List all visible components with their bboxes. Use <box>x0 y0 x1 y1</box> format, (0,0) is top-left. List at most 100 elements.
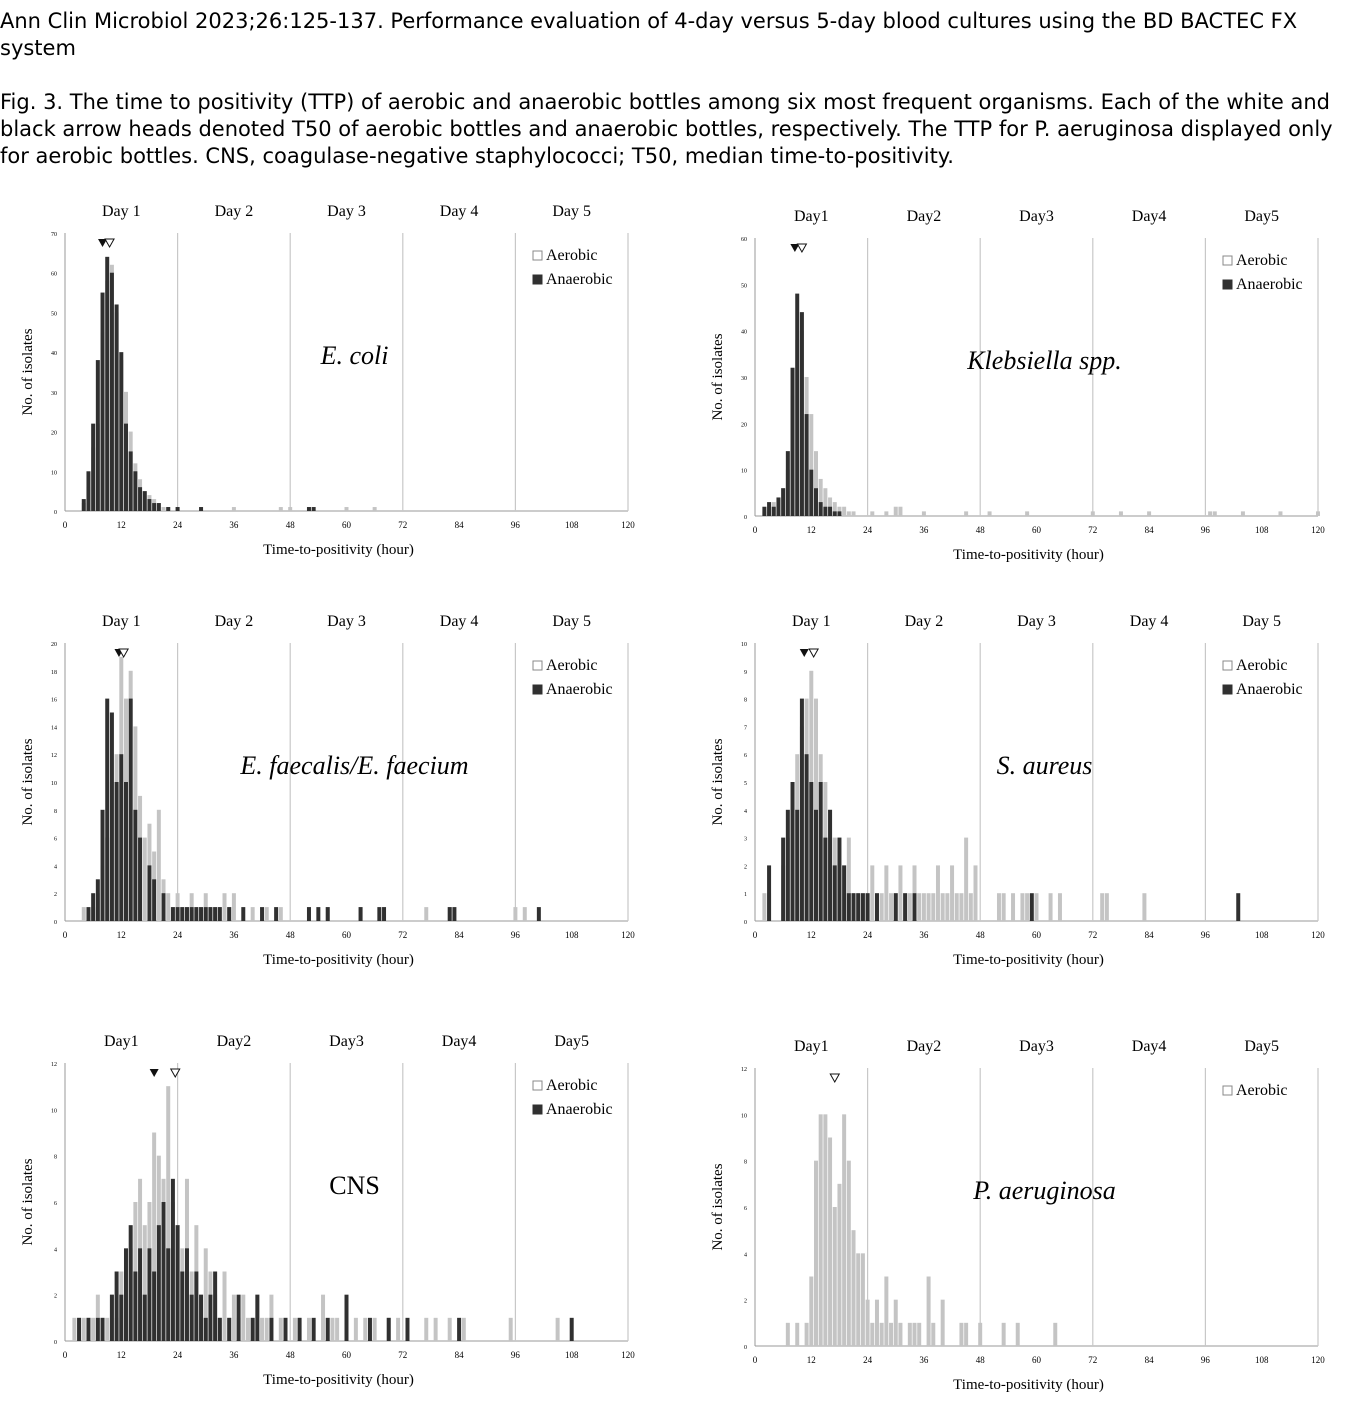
y-tick-label: 30 <box>741 376 747 382</box>
bar-anaerobic <box>316 907 321 921</box>
chart-panel-enterococcus: Day 1 Day 2 Day 3 Day 4 Day 5 0 12 24 36 48 60 72 84… <box>10 605 640 985</box>
bar-aerobic <box>203 1248 208 1341</box>
bar-aerobic <box>898 1322 903 1346</box>
bar-aerobic <box>935 865 940 921</box>
y-tick-label: 50 <box>51 311 57 317</box>
bar-aerobic <box>1118 511 1123 516</box>
day-label: Day 1 <box>102 613 141 630</box>
t50-aerobic-marker <box>829 1073 841 1084</box>
bar-anaerobic <box>152 503 157 511</box>
bar-aerobic <box>832 502 837 516</box>
bar-aerobic <box>222 1271 227 1341</box>
bar-anaerobic <box>325 1317 330 1341</box>
bar-aerobic <box>828 1137 833 1346</box>
bar-aerobic <box>72 1317 77 1341</box>
bar-anaerobic <box>213 1271 218 1341</box>
bar-aerobic <box>954 893 959 921</box>
bar-aerobic <box>818 478 823 516</box>
y-tick-label: 12 <box>51 753 57 759</box>
bar-aerobic <box>978 1322 983 1346</box>
bar-aerobic <box>321 1294 326 1341</box>
x-tick-label: 120 <box>1311 930 1325 940</box>
chart-panel-e-coli: Day 1 Day 2 Day 3 Day 4 Day 5 0 12 24 36 48 60 72 84… <box>10 195 640 575</box>
bar-anaerobic <box>114 782 119 921</box>
bar-aerobic <box>1100 893 1105 921</box>
y-axis-title: No. of isolates <box>710 333 726 420</box>
x-tick-label: 60 <box>1032 1355 1042 1365</box>
y-tick-label: 60 <box>741 237 747 243</box>
chart-panel-p-aeruginosa: Day1 Day2 Day3 Day4 Day5 0 12 24 36 48 60 72 84 96 108… <box>700 1030 1330 1410</box>
bar-anaerobic <box>842 865 847 921</box>
x-tick-label: 60 <box>342 930 352 940</box>
bar-aerobic <box>889 1322 894 1346</box>
x-tick-label: 48 <box>286 1350 296 1360</box>
x-tick-label: 36 <box>229 1350 239 1360</box>
bar-anaerobic <box>799 312 804 516</box>
bar-aerobic <box>1034 893 1039 921</box>
x-tick-label: 96 <box>1201 930 1211 940</box>
bar-anaerobic <box>119 352 124 511</box>
bar-anaerobic <box>81 499 86 511</box>
bar-anaerobic <box>203 1317 208 1341</box>
bar-aerobic <box>996 893 1001 921</box>
bar-anaerobic <box>114 304 119 511</box>
x-tick-label: 48 <box>976 1355 986 1365</box>
bar-aerobic <box>1001 893 1006 921</box>
bar-aerobic <box>865 1299 870 1346</box>
bar-anaerobic <box>133 471 138 511</box>
x-tick-label: 0 <box>753 1355 758 1365</box>
y-tick-label: 7 <box>744 725 747 731</box>
bar-anaerobic <box>767 502 772 516</box>
bar-aerobic <box>344 507 349 511</box>
bar-aerobic <box>363 1317 368 1341</box>
bar-aerobic <box>292 1317 297 1341</box>
y-tick-label: 6 <box>54 1201 57 1207</box>
bar-anaerobic <box>762 506 767 516</box>
x-tick-label: 84 <box>1145 525 1155 535</box>
x-tick-label: 12 <box>807 525 816 535</box>
y-tick-label: 5 <box>744 781 747 787</box>
x-tick-label: 72 <box>1088 1355 1097 1365</box>
bar-anaerobic <box>138 487 143 511</box>
bar-anaerobic <box>306 907 311 921</box>
bar-anaerobic <box>100 292 105 511</box>
bar-aerobic <box>893 506 898 516</box>
bar-anaerobic <box>1236 893 1241 921</box>
x-tick-label: 24 <box>863 1355 873 1365</box>
bar-aerobic <box>813 698 818 921</box>
x-tick-label: 84 <box>455 1350 465 1360</box>
bar-anaerobic <box>166 1248 171 1341</box>
y-tick-label: 0 <box>54 920 57 926</box>
x-tick-label: 96 <box>1201 525 1211 535</box>
chart-panel-cns: Day1 Day2 Day3 Day4 Day5 0 12 24 36 48 60 72 84 96 108… <box>10 1025 640 1405</box>
bar-anaerobic <box>832 511 837 516</box>
organism-label: Klebsiella spp. <box>966 346 1122 375</box>
bar-aerobic <box>269 1294 274 1341</box>
bar-aerobic <box>884 1276 889 1346</box>
y-tick-label: 4 <box>744 809 747 815</box>
y-tick-label: 2 <box>744 864 747 870</box>
day-label: Day 2 <box>215 203 254 220</box>
organism-label: S. aureus <box>997 751 1093 780</box>
y-tick-label: 10 <box>51 781 57 787</box>
t50-aerobic-marker <box>118 648 130 659</box>
bar-anaerobic <box>236 1294 241 1341</box>
legend-swatch-aerobic <box>532 660 543 671</box>
day-label: Day 1 <box>792 613 831 630</box>
bar-anaerobic <box>447 907 452 921</box>
day-label: Day 3 <box>327 613 366 630</box>
bar-aerobic <box>832 1207 837 1346</box>
x-tick-label: 108 <box>565 520 579 530</box>
bar-anaerobic <box>260 907 265 921</box>
bar-aerobic <box>396 1317 401 1341</box>
bar-anaerobic <box>828 506 833 516</box>
bar-aerobic <box>508 1317 513 1341</box>
bar-anaerobic <box>114 1271 119 1341</box>
t50-aerobic-marker <box>169 1068 181 1079</box>
y-axis-title: No. of isolates <box>710 738 726 825</box>
bar-aerobic <box>152 1132 157 1341</box>
bar-anaerobic <box>795 293 800 516</box>
bar-anaerobic <box>781 488 786 516</box>
bar-anaerobic <box>133 1271 138 1341</box>
